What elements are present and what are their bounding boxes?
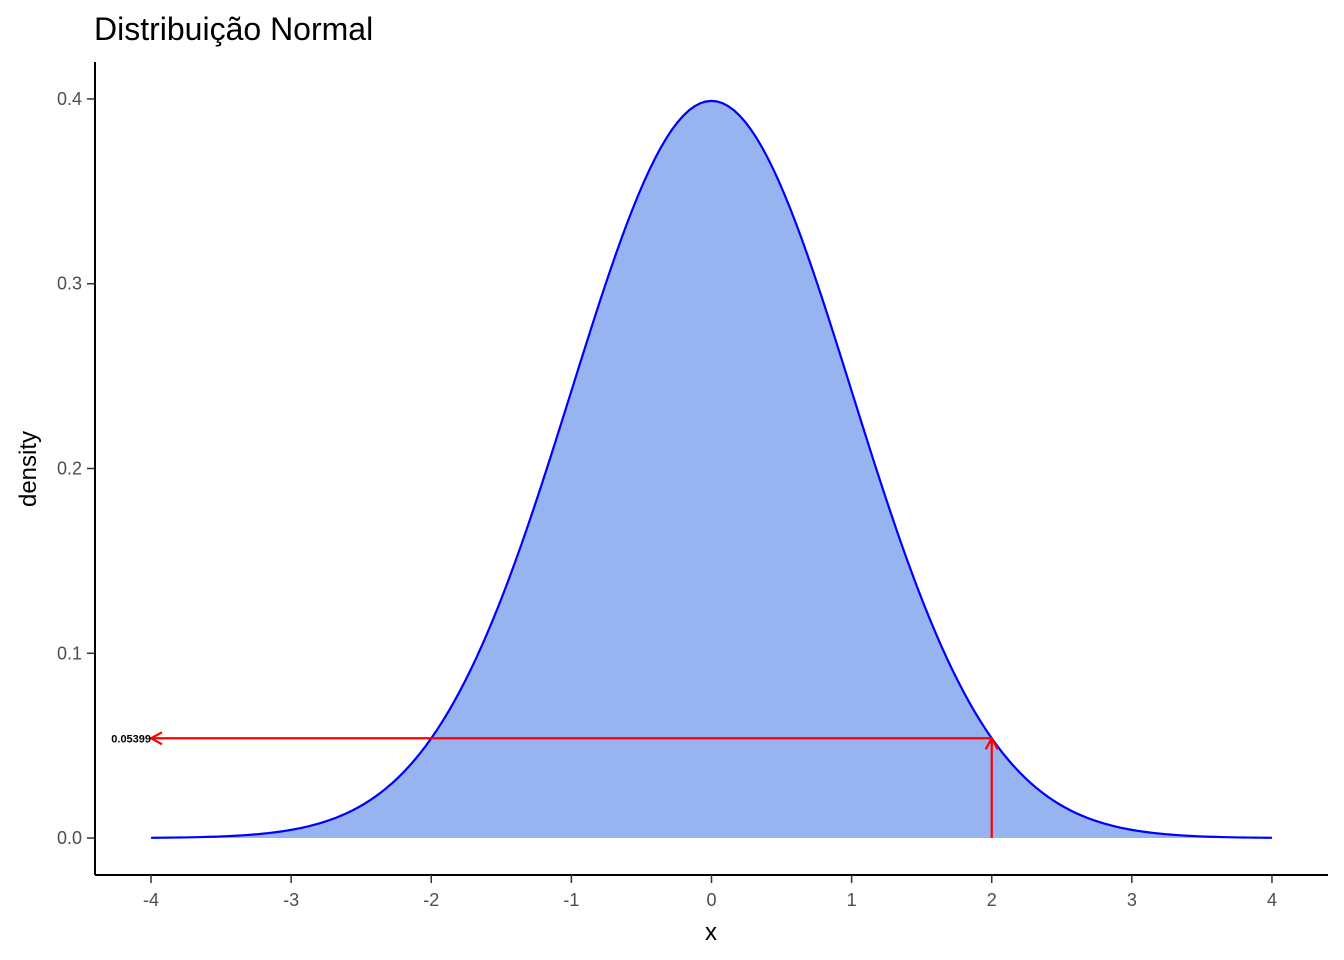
y-axis-ticks: 0.0 0.1 0.2 0.3 0.4 [57, 89, 95, 848]
axes: -4 -3 -2 -1 0 1 2 3 4 0.0 0.1 0.2 0.3 0.4 [57, 62, 1328, 910]
x-axis-title: x [705, 919, 717, 946]
y-tick-label: 0.2 [57, 459, 82, 479]
x-tick-label: 3 [1127, 890, 1137, 910]
x-tick-label: 0 [706, 890, 716, 910]
x-axis-ticks: -4 -3 -2 -1 0 1 2 3 4 [143, 875, 1277, 910]
density-area [151, 100, 1272, 839]
annotation-arrows: 0.05399 [111, 731, 999, 839]
y-tick-label: 0.1 [57, 643, 82, 663]
horizontal-arrow-head [148, 731, 163, 746]
x-tick-label: 2 [987, 890, 997, 910]
y-tick-label: 0.3 [57, 274, 82, 294]
y-axis-title: density [15, 431, 42, 507]
chart-title: Distribuição Normal [94, 11, 373, 47]
plot-area [151, 99, 1272, 839]
x-tick-label: 4 [1267, 890, 1277, 910]
x-tick-label: -1 [563, 890, 579, 910]
annotation-label: 0.05399 [111, 733, 151, 745]
x-tick-label: -4 [143, 890, 159, 910]
x-tick-label: 1 [847, 890, 857, 910]
y-tick-label: 0.4 [57, 89, 82, 109]
y-tick-label: 0.0 [57, 828, 82, 848]
density-curve [151, 99, 1272, 839]
x-tick-label: -2 [423, 890, 439, 910]
x-tick-label: -3 [283, 890, 299, 910]
